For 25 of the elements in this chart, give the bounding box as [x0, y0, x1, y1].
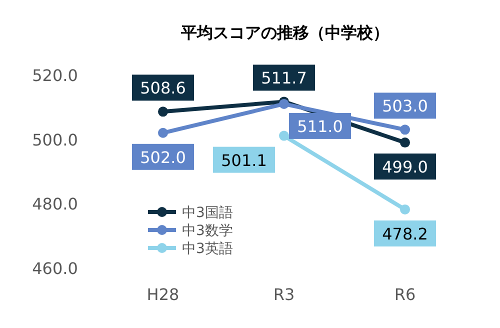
point [279, 130, 289, 141]
y-tick-label: 480.0 [32, 194, 78, 214]
data-label: 508.6 [140, 78, 186, 98]
point [400, 138, 410, 148]
chart-title: 平均スコアの推移（中学校） [180, 23, 389, 42]
data-label: 502.0 [140, 148, 186, 167]
x-tick-label: R6 [394, 285, 416, 304]
y-tick-label: 500.0 [32, 130, 78, 150]
legend-label: 中3数学 [182, 223, 233, 239]
y-tick-label: 520.0 [32, 66, 78, 85]
y-tick-label: 460.0 [32, 259, 78, 278]
point [158, 106, 168, 117]
point [400, 124, 410, 135]
legend-label: 中3国語 [182, 205, 233, 221]
x-tick-label: H28 [146, 285, 180, 304]
data-label: 499.0 [382, 158, 428, 177]
data-label: 511.7 [261, 68, 307, 88]
data-label: 511.0 [297, 116, 343, 136]
data-label: 501.1 [221, 150, 267, 170]
point [158, 128, 168, 138]
legend-label: 中3英語 [182, 241, 233, 257]
data-label: 503.0 [382, 96, 428, 116]
data-label: 478.2 [382, 224, 428, 244]
x-tick-label: R3 [273, 285, 295, 304]
point [400, 204, 410, 214]
